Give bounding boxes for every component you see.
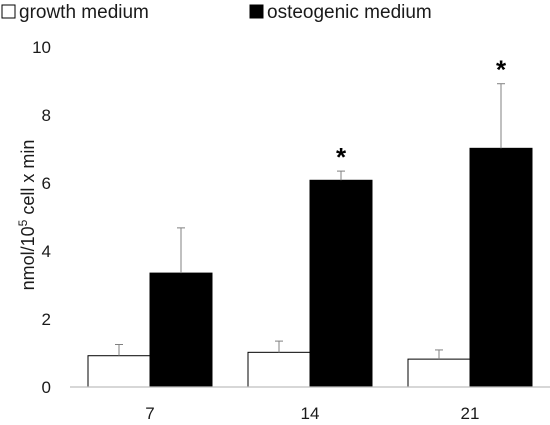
y-tick-label: 4 xyxy=(42,242,51,261)
x-axis-ticks: 7 14 21 xyxy=(145,404,479,423)
x-tick-label: 7 xyxy=(145,404,154,423)
y-tick-label: 6 xyxy=(42,174,51,193)
significance-marker: * xyxy=(496,55,507,85)
x-tick-label: 21 xyxy=(461,404,480,423)
bar-osteogenic-medium-day-14 xyxy=(309,179,373,388)
y-axis-ticks: 0 2 4 6 8 10 xyxy=(32,38,51,397)
y-tick-label: 2 xyxy=(42,310,51,329)
bar-growth-medium-day-14 xyxy=(247,351,311,388)
x-tick-label: 14 xyxy=(301,404,320,423)
legend-swatch-growth-medium xyxy=(1,4,16,19)
y-tick-label: 8 xyxy=(42,106,51,125)
bars xyxy=(87,147,533,388)
y-axis-label-prefix: nmol/10 xyxy=(18,226,38,290)
bar-growth-medium-day-7 xyxy=(87,355,151,388)
bar-osteogenic-medium-day-7 xyxy=(149,272,213,388)
significance-marker: * xyxy=(336,142,347,172)
legend-label-growth-medium: growth medium xyxy=(19,2,149,23)
significance-markers: ** xyxy=(336,55,507,172)
bar-osteogenic-medium-day-21 xyxy=(469,147,533,388)
y-axis-label-suffix: cell x min xyxy=(18,140,38,220)
y-tick-label: 0 xyxy=(42,378,51,397)
bar-growth-medium-day-21 xyxy=(407,358,471,388)
error-bars xyxy=(115,83,505,360)
y-axis-label-superscript: 5 xyxy=(16,219,30,226)
legend-label-osteogenic-medium: osteogenic medium xyxy=(267,2,432,23)
y-tick-label: 10 xyxy=(32,38,51,57)
y-axis-label: nmol/105 cell x min xyxy=(16,140,38,291)
legend: growth medium osteogenic medium xyxy=(1,2,432,23)
legend-swatch-osteogenic-medium xyxy=(249,4,264,19)
